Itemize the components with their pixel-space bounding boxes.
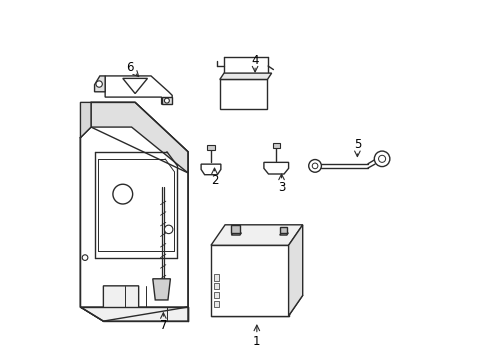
Text: 1: 1 [253,335,260,348]
Text: 6: 6 [126,60,133,73]
Polygon shape [91,102,188,173]
Polygon shape [231,233,241,235]
Polygon shape [210,225,302,245]
Polygon shape [94,76,105,92]
Polygon shape [152,279,170,300]
Circle shape [374,151,389,167]
Polygon shape [288,225,302,316]
Polygon shape [219,73,271,80]
Polygon shape [81,102,188,321]
Polygon shape [81,286,188,321]
Bar [272,143,279,148]
Text: 5: 5 [353,138,360,151]
Bar [207,145,214,150]
Text: 2: 2 [210,174,218,186]
Circle shape [312,163,317,169]
Polygon shape [81,127,188,321]
Circle shape [113,184,132,204]
Polygon shape [264,162,288,174]
Polygon shape [201,164,221,175]
Text: 7: 7 [159,319,167,332]
Circle shape [308,159,321,172]
Circle shape [378,155,385,162]
Circle shape [164,225,173,234]
Bar [213,301,219,307]
Bar [213,274,219,280]
Circle shape [164,98,169,103]
Bar [219,80,267,109]
Bar [279,226,286,233]
Bar [210,245,288,316]
Circle shape [96,81,102,87]
Text: 4: 4 [251,54,258,67]
Circle shape [82,255,88,260]
Bar [213,283,219,289]
Bar [213,292,219,298]
Bar [231,225,240,233]
Polygon shape [161,97,172,104]
Polygon shape [279,233,287,235]
Text: 3: 3 [277,181,285,194]
Polygon shape [122,78,147,94]
Polygon shape [105,76,172,104]
Polygon shape [81,102,91,138]
